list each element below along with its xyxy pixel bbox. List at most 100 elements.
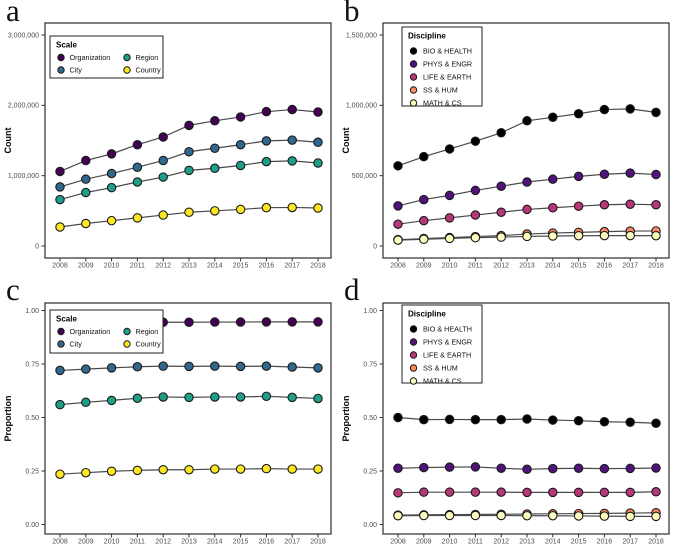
data-point bbox=[132, 213, 143, 223]
data-point bbox=[55, 166, 65, 177]
x-tick-label: 2012 bbox=[155, 539, 171, 546]
data-point bbox=[184, 120, 194, 131]
legend-marker-country bbox=[123, 340, 131, 348]
legend-label-bio-health: BIO & HEALTH bbox=[423, 46, 472, 55]
x-tick-label: 2012 bbox=[155, 263, 171, 270]
data-point bbox=[625, 168, 635, 178]
data-point bbox=[184, 207, 194, 217]
data-point bbox=[625, 417, 635, 427]
x-tick-label: 2014 bbox=[207, 263, 223, 270]
data-point bbox=[573, 230, 584, 241]
data-point bbox=[444, 510, 455, 521]
legend-marker-region bbox=[123, 53, 131, 62]
data-point bbox=[573, 171, 584, 182]
data-point bbox=[106, 182, 117, 193]
data-point bbox=[625, 463, 635, 474]
data-point bbox=[548, 487, 558, 498]
data-point bbox=[419, 194, 429, 205]
y-tick-label: 0.50 bbox=[363, 415, 377, 422]
x-tick-label: 2015 bbox=[233, 263, 249, 270]
data-point bbox=[573, 487, 584, 498]
data-point bbox=[287, 104, 297, 115]
y-tick-label: 0.75 bbox=[25, 361, 39, 368]
data-point bbox=[287, 317, 297, 327]
data-point bbox=[496, 128, 506, 138]
x-tick-label: 2008 bbox=[52, 263, 68, 270]
data-point bbox=[470, 210, 481, 220]
data-point bbox=[55, 469, 65, 479]
legend-label-ss-hum: SS & HUM bbox=[423, 363, 458, 372]
y-tick-label: 2,000,000 bbox=[8, 103, 39, 110]
legend-marker-phys-engr bbox=[409, 60, 418, 68]
data-point bbox=[235, 139, 246, 150]
x-tick-label: 2012 bbox=[493, 263, 509, 270]
legend-marker-ss-hum bbox=[409, 364, 418, 372]
data-point bbox=[81, 155, 91, 166]
x-tick-label: 2015 bbox=[571, 539, 587, 546]
x-axis: 2008 2009 2010 2011 2012 2013 2014 2015 2016 2017… bbox=[52, 258, 326, 270]
legend-marker-ss-hum bbox=[409, 86, 418, 94]
data-point bbox=[132, 139, 143, 150]
data-point bbox=[132, 162, 143, 172]
data-point bbox=[393, 235, 403, 245]
data-point bbox=[106, 215, 117, 226]
data-point bbox=[313, 317, 323, 327]
series-phys-engr bbox=[393, 462, 661, 475]
data-point bbox=[287, 156, 297, 166]
legend-label-life-earth: LIFE & EARTH bbox=[423, 72, 471, 81]
y-axis: 0 500,000 1,000,000 1,500,000 Count bbox=[341, 32, 383, 250]
data-point bbox=[313, 363, 323, 373]
data-point bbox=[496, 232, 506, 242]
x-tick-label: 2018 bbox=[310, 539, 326, 546]
series-city bbox=[55, 361, 323, 376]
y-tick-label: 0 bbox=[35, 243, 39, 250]
data-point bbox=[573, 109, 584, 119]
x-tick-label: 2015 bbox=[233, 539, 249, 546]
data-point bbox=[470, 414, 481, 425]
series-math-cs bbox=[393, 510, 661, 522]
data-point bbox=[313, 158, 323, 168]
legend: Scale Organization City Region Country bbox=[49, 35, 164, 79]
data-point bbox=[393, 219, 403, 229]
data-point bbox=[444, 414, 455, 425]
data-point bbox=[573, 201, 584, 211]
legend-label-life-earth: LIFE & EARTH bbox=[423, 350, 471, 359]
data-point bbox=[55, 194, 65, 205]
data-point bbox=[651, 511, 661, 522]
data-point bbox=[522, 487, 532, 498]
data-point bbox=[651, 107, 661, 118]
panel-letter-d: d bbox=[344, 272, 360, 307]
data-point bbox=[651, 200, 661, 210]
data-point bbox=[548, 463, 558, 474]
x-tick-label: 2012 bbox=[493, 539, 509, 546]
x-tick-label: 2009 bbox=[416, 539, 432, 546]
data-point bbox=[235, 361, 246, 372]
series-city bbox=[55, 135, 323, 192]
data-point bbox=[106, 168, 117, 179]
data-point bbox=[548, 202, 558, 213]
x-tick-label: 2017 bbox=[622, 263, 638, 270]
x-tick-label: 2015 bbox=[571, 263, 587, 270]
data-point bbox=[470, 462, 481, 472]
y-tick-label: 1,000,000 bbox=[346, 103, 377, 110]
data-point bbox=[393, 510, 403, 521]
data-point bbox=[444, 487, 455, 497]
y-tick-label: 0.75 bbox=[363, 361, 377, 368]
data-point bbox=[235, 317, 246, 327]
series-region bbox=[55, 391, 323, 410]
data-point bbox=[210, 206, 220, 216]
legend-marker-region bbox=[123, 327, 131, 336]
data-point bbox=[599, 230, 610, 241]
data-point bbox=[158, 392, 168, 402]
data-point bbox=[184, 464, 194, 475]
x-tick-label: 2013 bbox=[181, 263, 197, 270]
legend-label-region: Region bbox=[136, 327, 159, 336]
x-tick-label: 2017 bbox=[284, 263, 300, 270]
data-point bbox=[496, 414, 506, 425]
data-point bbox=[210, 392, 220, 402]
y-axis: 0.00 0.25 0.50 0.75 1.00 Proportion bbox=[341, 308, 383, 529]
legend-box bbox=[49, 309, 164, 354]
data-point bbox=[444, 190, 455, 201]
legend: Discipline BIO & HEALTH PHYS & ENGR LIFE & … bbox=[401, 304, 483, 385]
